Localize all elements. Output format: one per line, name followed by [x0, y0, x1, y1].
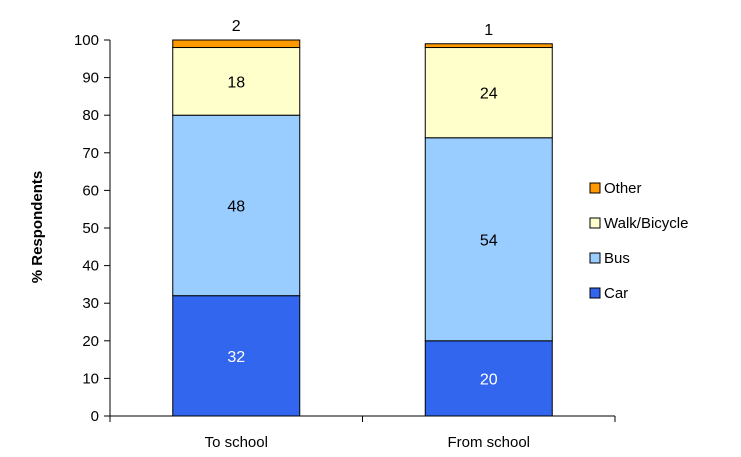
bar-segment [172, 295, 301, 417]
y-tick-label: 10 [82, 370, 99, 387]
bar-segment [424, 47, 553, 139]
legend: Other Walk/Bicycle Bus Car [589, 180, 688, 302]
data-label: 24 [480, 86, 498, 103]
data-labels: 32 48 18 2 20 54 24 1 [227, 18, 497, 388]
data-label: 2 [232, 18, 241, 35]
bar-segment [424, 340, 553, 417]
y-tick-label: 50 [82, 220, 99, 237]
data-label: 48 [227, 198, 245, 215]
y-axis: 0 10 20 30 40 50 60 70 80 90 100 [74, 32, 111, 425]
data-label: 32 [227, 349, 245, 366]
legend-label: Bus [604, 250, 630, 267]
y-tick-label: 90 [82, 70, 99, 87]
y-tick-label: 40 [82, 258, 99, 275]
y-tick-label: 60 [82, 182, 99, 199]
data-label: 54 [480, 232, 498, 249]
bar-segment [172, 47, 301, 116]
data-label: 20 [480, 371, 498, 388]
x-axis: To school From school [109, 415, 616, 451]
legend-label: Walk/Bicycle [604, 215, 688, 232]
legend-swatch [589, 182, 601, 194]
x-tick-label: From school [447, 434, 530, 451]
y-tick-label: 100 [74, 32, 99, 49]
y-tick-label: 30 [82, 295, 99, 312]
bar-segment [172, 39, 301, 49]
y-tick-label: 20 [82, 333, 99, 350]
data-label: 18 [227, 74, 245, 91]
legend-swatch [589, 252, 601, 264]
y-tick-label: 70 [82, 145, 99, 162]
bar-segment [172, 114, 301, 297]
legend-swatch [589, 217, 601, 229]
legend-label: Car [604, 285, 628, 302]
bars [172, 39, 553, 417]
legend-label: Other [604, 180, 642, 197]
x-tick-label: To school [205, 434, 268, 451]
y-tick-label: 80 [82, 107, 99, 124]
y-tick-label: 0 [91, 408, 99, 425]
bar-segment [424, 43, 553, 49]
data-label: 1 [484, 22, 493, 39]
legend-swatch [589, 287, 601, 299]
y-axis-label: % Respondents [29, 171, 46, 284]
